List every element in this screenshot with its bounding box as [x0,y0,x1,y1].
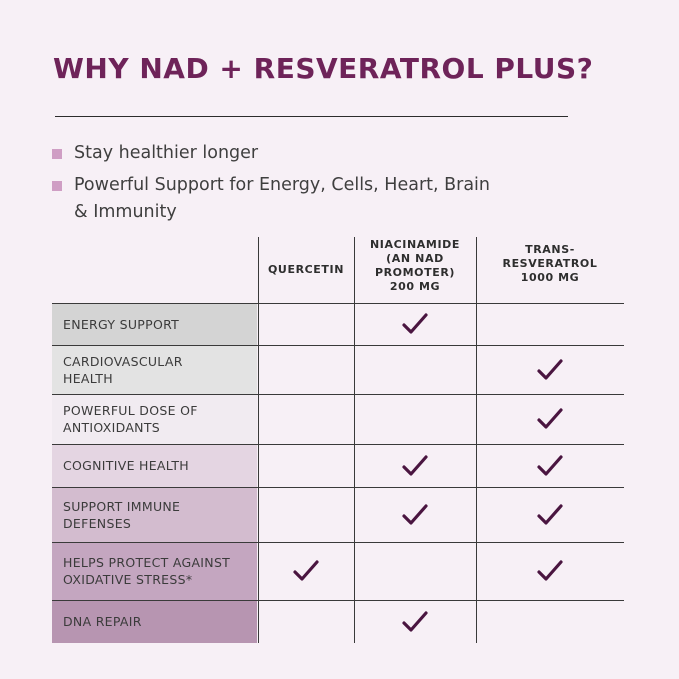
checkmark-icon [537,503,563,526]
row-label: DNA REPAIR [52,600,257,643]
checkmark-icon [402,454,428,477]
checkmark-icon [402,503,428,526]
bullet-text: Powerful Support for Energy, Cells, Hear… [74,175,491,195]
square-bullet-icon [52,149,62,159]
bullet-text: & Immunity [74,202,177,222]
row-label: POWERFUL DOSE OF ANTIOXIDANTS [52,394,257,444]
checkmark-icon [402,313,428,335]
table-column-divider [476,237,477,643]
row-label: CARDIOVASCULAR HEALTH [52,345,257,394]
table-row-divider [52,542,624,543]
row-label: HELPS PROTECT AGAINST OXIDATIVE STRESS* [52,542,257,600]
checkmark-icon [537,454,563,477]
row-label: SUPPORT IMMUNE DEFENSES [52,487,257,542]
table-row-divider [52,303,624,304]
table-column-divider [354,237,355,643]
column-header: NIACINAMIDE (AN NAD PROMOTER) 200 MG [370,238,460,293]
row-label: ENERGY SUPPORT [52,303,257,345]
title-divider [55,116,568,117]
table-column-divider [258,237,259,643]
table-row-divider [52,345,624,346]
row-label: COGNITIVE HEALTH [52,444,257,487]
table-row-divider [52,444,624,445]
table-row-divider [52,600,624,601]
checkmark-icon [293,560,319,582]
column-header: TRANS- RESVERATROL 1000 MG [502,243,598,284]
column-header: QUERCETIN [267,263,345,276]
table-row-divider [52,394,624,395]
checkmark-icon [537,408,563,430]
checkmark-icon [537,560,563,582]
checkmark-icon [537,358,563,381]
page-title: WHY NAD + RESVERATROL PLUS? [53,52,594,85]
checkmark-icon [402,610,428,633]
square-bullet-icon [52,181,62,191]
bullet-text: Stay healthier longer [74,143,259,163]
table-row-divider [52,487,624,488]
